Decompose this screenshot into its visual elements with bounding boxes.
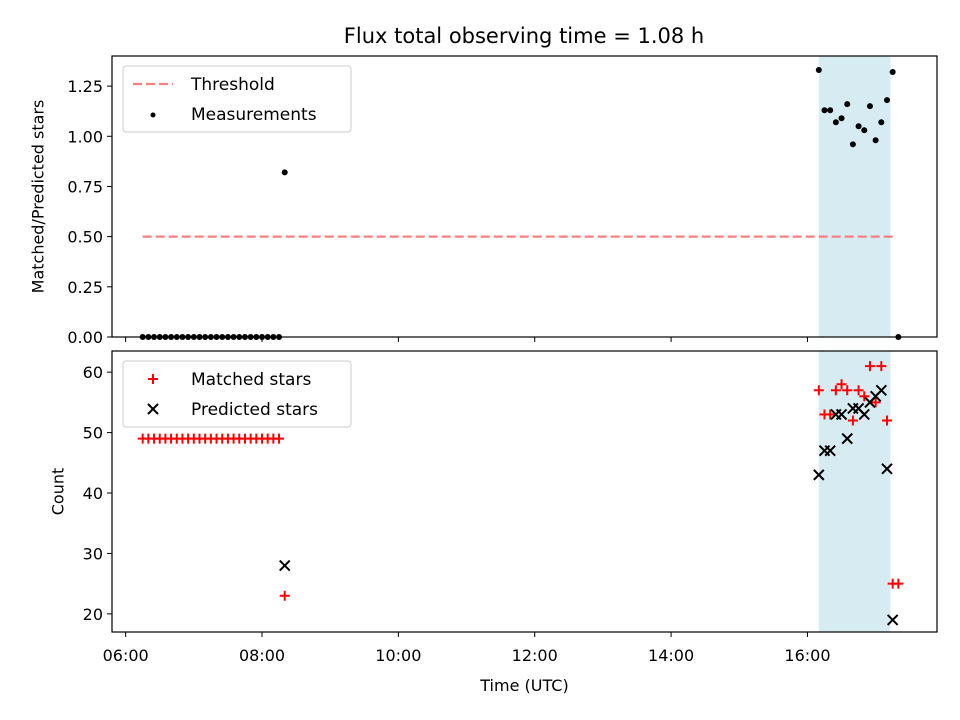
legend-predicted-swatch-b — [147, 403, 159, 415]
x-axis: 06:00 08:00 10:00 12:00 14:00 16:00 — [103, 632, 831, 665]
predicted-stars-point-b — [852, 402, 865, 415]
matched-stars-point — [836, 379, 847, 390]
measurement-point — [838, 115, 845, 122]
measurement-point — [872, 137, 879, 144]
measurement-point — [878, 119, 885, 126]
predicted-stars-point-b — [841, 432, 853, 445]
top-y-axis: 0.00 0.25 0.50 0.75 1.00 1.25 — [67, 77, 112, 347]
measurement-point — [866, 103, 873, 110]
predicted-stars-point — [835, 408, 848, 421]
legend-label: Predicted stars — [191, 400, 318, 420]
bottom-legend: Matched stars Predicted stars — [122, 360, 352, 428]
measurement-point — [821, 107, 828, 114]
legend-measurements-swatch — [150, 112, 156, 118]
measurement-point — [832, 119, 839, 126]
x-tick-label: 12:00 — [512, 646, 558, 665]
bottom-axes-frame — [111, 350, 938, 633]
predicted-stars-point-b — [813, 469, 825, 481]
x-tick-label: 16:00 — [784, 646, 830, 665]
top-y-tick-label: 1.25 — [67, 77, 103, 96]
predicted-stars-point — [886, 614, 899, 626]
top-legend-box — [122, 65, 352, 133]
top-y-tick-label: 0.75 — [67, 177, 103, 196]
predicted-stars-point — [881, 463, 893, 475]
bottom-y-tick-label: 30 — [83, 544, 103, 563]
x-tick-label: 10:00 — [375, 646, 421, 665]
matched-stars-point — [859, 391, 870, 402]
matched-stars-point — [274, 433, 285, 444]
top-x-ticks — [125, 337, 808, 342]
predicted-stars-point — [824, 445, 836, 457]
x-tick-label: 06:00 — [103, 646, 149, 665]
x-tick-label: 08:00 — [239, 646, 285, 665]
predicted-stars-point-b — [881, 463, 893, 475]
predicted-stars-point-b — [886, 614, 899, 626]
predicted-stars-point — [813, 469, 825, 481]
matched-stars-point — [847, 415, 858, 426]
matched-stars-point — [813, 385, 824, 396]
matched-stars-point — [893, 578, 904, 589]
top-y-tick-label: 0.25 — [67, 278, 103, 297]
bottom-y-axis-label: Count — [49, 468, 68, 516]
measurement-point — [861, 127, 868, 134]
top-y-axis-label: Matched/Predicted stars — [29, 100, 48, 294]
count-series-layer — [137, 361, 904, 626]
matched-stars-point — [825, 409, 836, 420]
matched-stars-point — [853, 385, 864, 396]
measurement-point — [849, 141, 856, 148]
ratio-panel: 0.00 0.25 0.50 0.75 1.00 1.25 Matched/Predict… — [29, 55, 938, 347]
legend-label: Measurements — [191, 105, 317, 125]
top-shaded-interval — [818, 56, 891, 337]
measurement-point — [884, 97, 890, 104]
bottom-legend-box — [122, 360, 352, 428]
bottom-y-axis: 20 30 40 50 60 — [83, 363, 112, 624]
measurement-point — [827, 107, 834, 114]
measurement-point — [844, 101, 851, 108]
predicted-stars-point-b — [279, 559, 291, 572]
measurement-point — [855, 123, 862, 130]
predicted-stars-point — [875, 384, 888, 396]
measurement-point — [281, 169, 288, 176]
measurement-point — [815, 67, 822, 74]
top-legend: Threshold Measurements — [122, 65, 352, 133]
bottom-y-tick-label: 60 — [83, 363, 103, 382]
predicted-stars-point-b — [875, 384, 888, 396]
matched-stars-point — [842, 385, 853, 396]
top-y-tick-label: 0.50 — [67, 228, 103, 247]
measurement-point — [889, 69, 896, 76]
matched-stars-point — [864, 361, 875, 372]
legend-label: Matched stars — [191, 370, 311, 390]
top-y-tick-label: 1.00 — [67, 127, 103, 146]
predicted-stars-point-b — [835, 408, 848, 421]
matched-stars-point — [279, 590, 290, 601]
bottom-y-tick-label: 20 — [83, 605, 103, 624]
count-panel: 20 30 40 50 60 06:00 08:00 10:00 12:00 14:00 16:0… — [49, 350, 938, 695]
predicted-stars-point — [841, 432, 853, 445]
bottom-y-tick-label: 40 — [83, 484, 103, 503]
predicted-stars-point — [279, 559, 291, 572]
matched-stars-point — [830, 385, 841, 396]
top-y-tick-label: 0.00 — [67, 328, 103, 347]
bottom-y-tick-label: 50 — [83, 424, 103, 443]
x-axis-label: Time (UTC) — [479, 676, 568, 695]
predicted-stars-point-b — [858, 408, 870, 421]
chart-title: Flux total observing time = 1.08 h — [344, 24, 704, 48]
predicted-stars-point-b — [824, 445, 836, 457]
matched-stars-point — [876, 361, 887, 372]
legend-label: Threshold — [190, 75, 275, 95]
x-tick-label: 14:00 — [648, 646, 694, 665]
matched-stars-point — [870, 397, 881, 408]
predicted-stars-point — [858, 408, 870, 421]
matched-stars-point — [882, 415, 892, 426]
top-axes-frame — [111, 55, 938, 338]
